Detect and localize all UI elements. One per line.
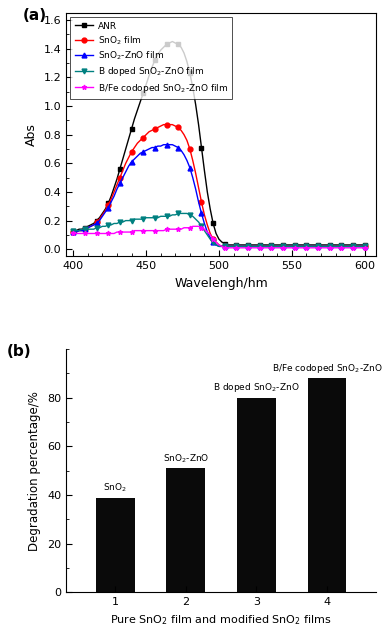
- SnO$_2$-ZnO film: [295, 243, 300, 251]
- Text: SnO$_2$: SnO$_2$: [103, 481, 127, 494]
- ANR: [362, 241, 367, 249]
- Y-axis label: Abs: Abs: [25, 123, 38, 146]
- B/Fe codoped SnO$_2$-ZnO film: [295, 244, 300, 252]
- Line: B doped SnO$_2$-ZnO film: B doped SnO$_2$-ZnO film: [71, 211, 367, 249]
- B/Fe codoped SnO$_2$-ZnO film: [252, 244, 256, 252]
- B/Fe codoped SnO$_2$-ZnO film: [281, 244, 286, 252]
- SnO$_2$ film: [208, 230, 213, 238]
- SnO$_2$-ZnO film: [252, 243, 256, 251]
- B/Fe codoped SnO$_2$-ZnO film: [222, 244, 227, 252]
- Text: SnO$_2$-ZnO: SnO$_2$-ZnO: [163, 452, 209, 464]
- ANR: [208, 205, 213, 213]
- ANR: [91, 220, 96, 227]
- SnO$_2$ film: [71, 228, 76, 236]
- SnO$_2$ film: [161, 121, 166, 129]
- Bar: [96, 498, 135, 592]
- B/Fe codoped SnO$_2$-ZnO film: [91, 230, 96, 238]
- ANR: [144, 80, 149, 88]
- B doped SnO$_2$-ZnO film: [91, 225, 96, 233]
- Text: (a): (a): [23, 8, 47, 23]
- B/Fe codoped SnO$_2$-ZnO film: [71, 230, 76, 238]
- Text: B/Fe codoped SnO$_2$-ZnO: B/Fe codoped SnO$_2$-ZnO: [272, 361, 382, 375]
- B doped SnO$_2$-ZnO film: [176, 209, 180, 217]
- B/Fe codoped SnO$_2$-ZnO film: [362, 244, 367, 252]
- SnO$_2$-ZnO film: [281, 243, 286, 251]
- SnO$_2$ film: [144, 131, 149, 138]
- Line: SnO$_2$-ZnO film: SnO$_2$-ZnO film: [71, 142, 367, 249]
- Y-axis label: Degradation percentage/%: Degradation percentage/%: [28, 391, 42, 551]
- SnO$_2$ film: [91, 221, 96, 229]
- Bar: [308, 378, 346, 592]
- ANR: [170, 37, 175, 45]
- ANR: [252, 241, 256, 249]
- B/Fe codoped SnO$_2$-ZnO film: [208, 231, 213, 239]
- B doped SnO$_2$-ZnO film: [71, 227, 76, 234]
- ANR: [295, 241, 300, 249]
- B/Fe codoped SnO$_2$-ZnO film: [191, 222, 195, 230]
- X-axis label: Wavelengh/hm: Wavelengh/hm: [174, 277, 268, 290]
- SnO$_2$-ZnO film: [208, 234, 213, 242]
- SnO$_2$-ZnO film: [161, 141, 166, 149]
- B doped SnO$_2$-ZnO film: [217, 243, 221, 251]
- B doped SnO$_2$-ZnO film: [281, 243, 286, 251]
- B doped SnO$_2$-ZnO film: [362, 243, 367, 251]
- ANR: [71, 227, 76, 234]
- B doped SnO$_2$-ZnO film: [144, 214, 149, 222]
- SnO$_2$-ZnO film: [362, 243, 367, 251]
- SnO$_2$ film: [362, 243, 367, 251]
- SnO$_2$-ZnO film: [71, 228, 76, 236]
- Line: B/Fe codoped SnO$_2$-ZnO film: B/Fe codoped SnO$_2$-ZnO film: [71, 224, 367, 251]
- X-axis label: Pure SnO$_2$ film and modified SnO$_2$ films: Pure SnO$_2$ film and modified SnO$_2$ f…: [110, 613, 332, 627]
- B/Fe codoped SnO$_2$-ZnO film: [144, 227, 149, 234]
- Text: (b): (b): [7, 344, 31, 359]
- SnO$_2$ film: [295, 243, 300, 251]
- ANR: [281, 241, 286, 249]
- SnO$_2$ film: [252, 243, 256, 251]
- Text: B doped SnO$_2$-ZnO: B doped SnO$_2$-ZnO: [213, 381, 300, 394]
- SnO$_2$-ZnO film: [91, 221, 96, 229]
- Line: ANR: ANR: [71, 39, 367, 247]
- Legend: ANR, SnO$_2$ film, SnO$_2$-ZnO film, B doped SnO$_2$-ZnO film, B/Fe codoped SnO$: ANR, SnO$_2$ film, SnO$_2$-ZnO film, B d…: [71, 17, 232, 99]
- SnO$_2$ film: [281, 243, 286, 251]
- B doped SnO$_2$-ZnO film: [295, 243, 300, 251]
- SnO$_2$-ZnO film: [144, 147, 149, 155]
- Bar: [237, 397, 276, 592]
- ANR: [225, 241, 230, 249]
- B doped SnO$_2$-ZnO film: [252, 243, 256, 251]
- B doped SnO$_2$-ZnO film: [208, 235, 213, 243]
- Line: SnO$_2$ film: SnO$_2$ film: [71, 122, 367, 249]
- SnO$_2$-ZnO film: [217, 243, 221, 251]
- Bar: [166, 468, 205, 592]
- SnO$_2$ film: [220, 243, 224, 251]
